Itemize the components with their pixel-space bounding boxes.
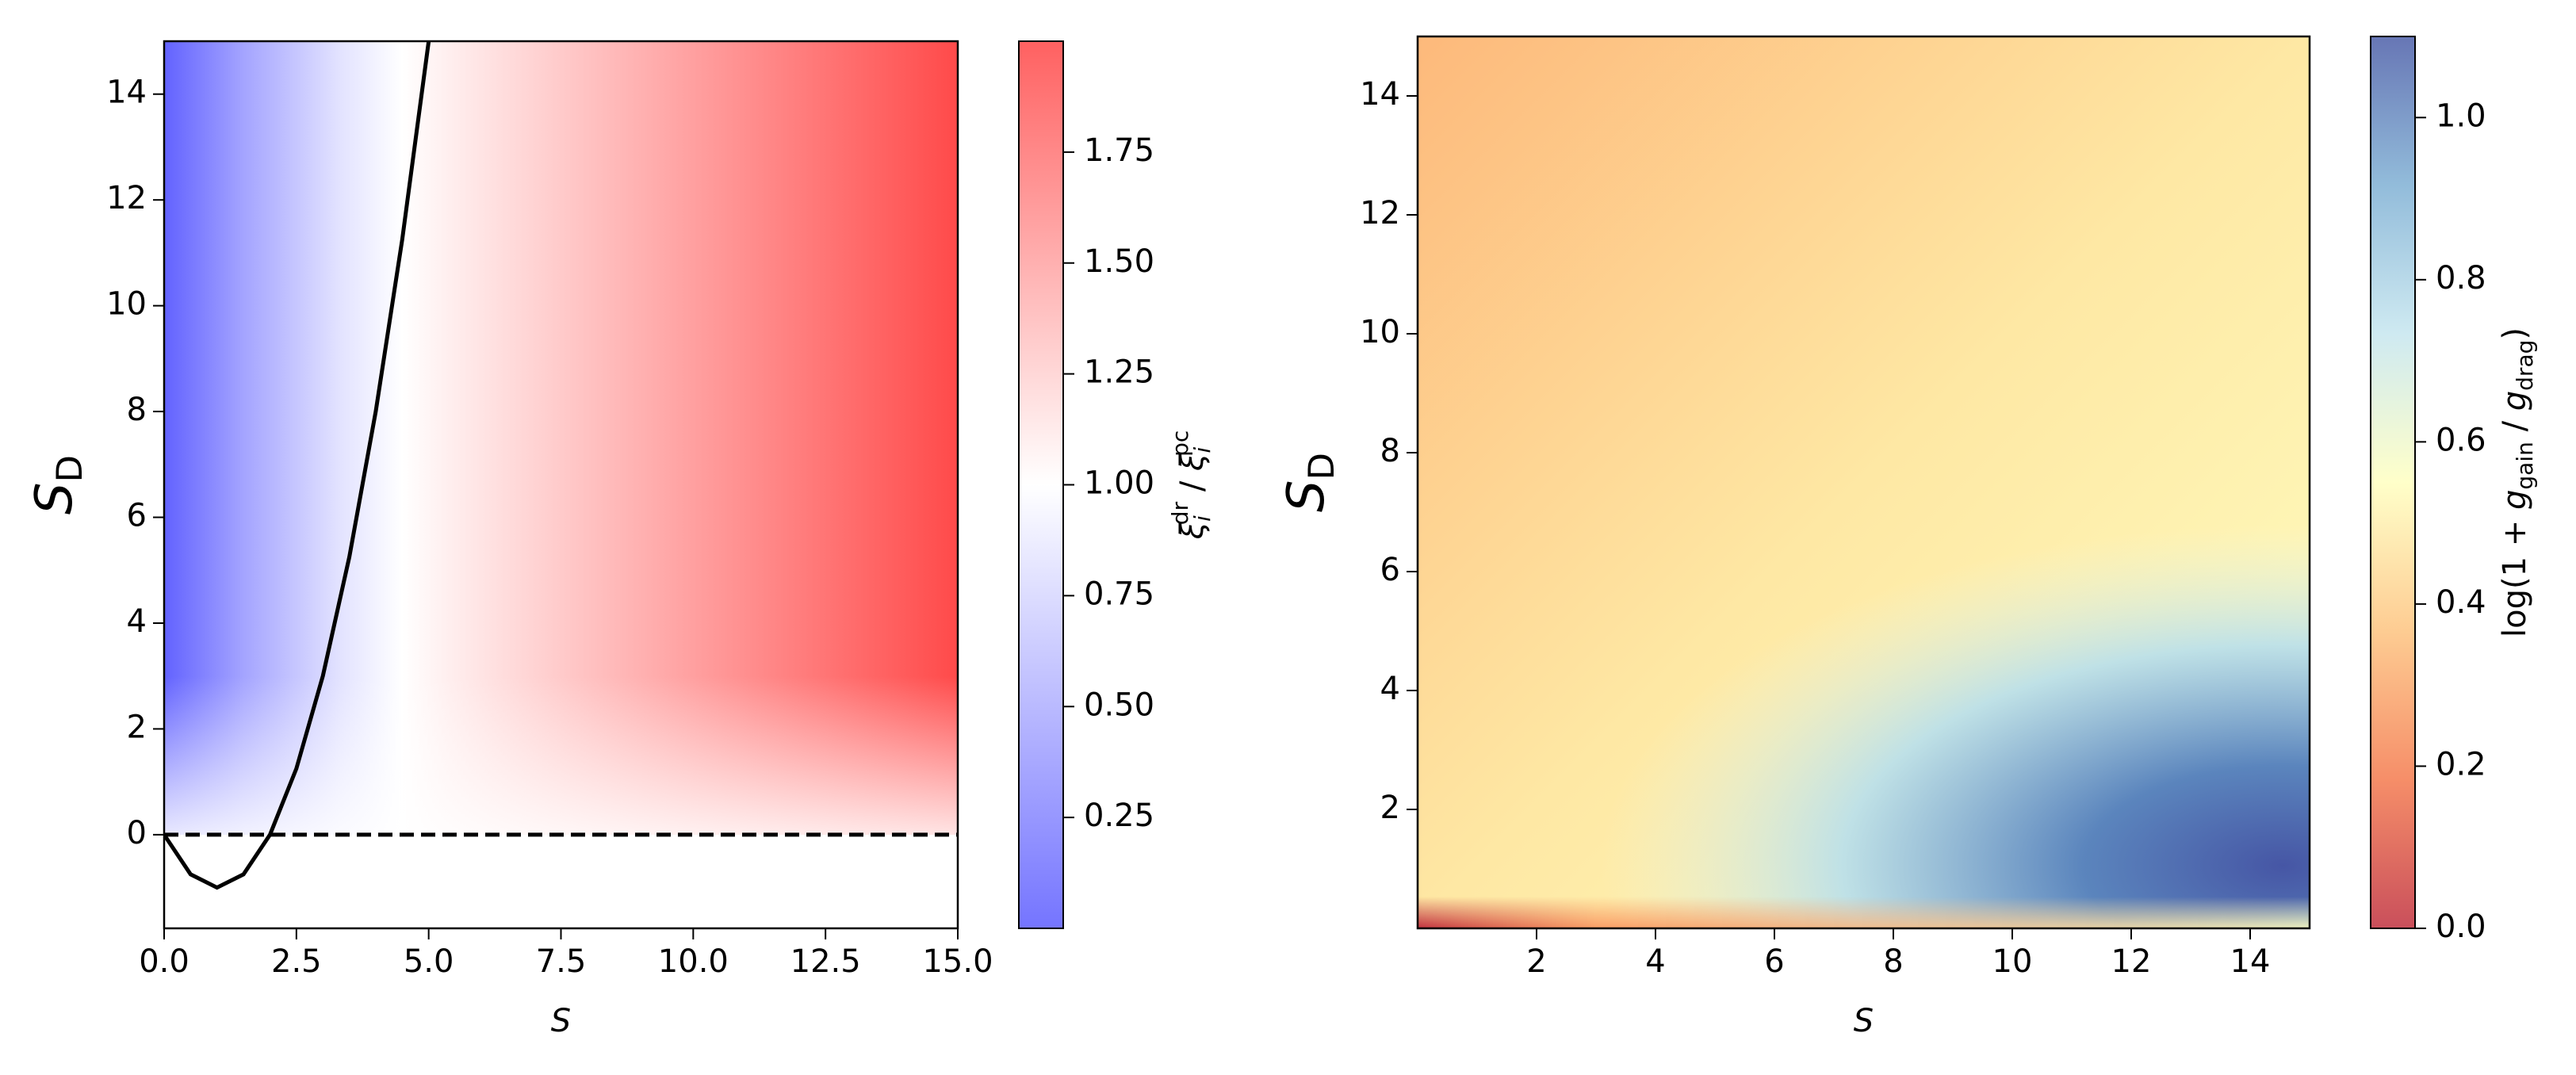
label-part: drag	[2512, 340, 2538, 391]
x-tick-label: 10.0	[658, 943, 729, 980]
label-part: S	[1277, 480, 1336, 512]
colorbar-tick-label: 0.25	[1084, 798, 1154, 834]
label-part: S	[25, 482, 84, 515]
x-tick-label: 15.0	[922, 943, 993, 980]
x-tick-label: 2.5	[271, 943, 322, 980]
colorbar-tick-label: 1.50	[1084, 243, 1154, 280]
colorbar-tick-label: 1.25	[1084, 354, 1154, 391]
heatmap-field	[164, 36, 2310, 928]
label-part: pc	[1167, 430, 1193, 457]
y-tick-label: 8	[1380, 433, 1400, 469]
y-tick-label: 10	[106, 286, 147, 323]
label-part: )	[2497, 327, 2533, 340]
y-axis-label: SD	[25, 455, 91, 515]
colorbar	[2370, 36, 2416, 929]
colorbar-tick-label: 0.0	[2436, 909, 2486, 945]
x-tick-label: 0.0	[139, 943, 189, 980]
x-tick-label: 12.5	[790, 943, 861, 980]
label-part: dr	[1167, 501, 1193, 525]
label-part: D	[1300, 453, 1342, 480]
label-part: /	[2497, 411, 2533, 442]
y-tick-label: 8	[127, 392, 147, 428]
y-tick-label: 0	[127, 815, 147, 851]
y-tick-label: 2	[1380, 790, 1400, 826]
x-tick-label: 2	[1526, 943, 1546, 980]
x-tick-label: 5.0	[404, 943, 454, 980]
label-part: gain	[2512, 442, 2538, 489]
label-part: g	[2497, 391, 2533, 411]
colorbar	[1018, 40, 1064, 929]
x-axis-label: S	[1854, 1003, 1874, 1039]
y-tick-label: 12	[106, 180, 147, 216]
label-part: /	[1174, 471, 1211, 502]
colorbar-tick-label: 0.2	[2436, 746, 2486, 782]
x-axis-label: S	[551, 1003, 571, 1039]
colorbar-tick-label: 0.6	[2436, 422, 2486, 458]
y-tick-label: 12	[1360, 195, 1400, 231]
x-tick-label: 6	[1764, 943, 1784, 980]
x-tick-label: 12	[2111, 943, 2152, 980]
line	[164, 41, 431, 890]
label-part: i	[1189, 447, 1215, 453]
y-tick-label: 6	[127, 498, 147, 534]
colorbar-label: ξidr / ξipc	[1167, 430, 1215, 541]
x-tick-label: 4	[1645, 943, 1665, 980]
y-axis-label: SD	[1277, 453, 1343, 512]
label-part: g	[2497, 490, 2533, 510]
colorbar-tick-label: 0.75	[1084, 576, 1154, 612]
y-tick-label: 14	[1360, 76, 1400, 113]
label-part: ξ	[1174, 521, 1211, 540]
label-part: D	[48, 455, 90, 483]
colorbar-tick-label: 0.8	[2436, 260, 2486, 296]
y-tick-label: 4	[127, 603, 147, 640]
y-tick-label: 14	[106, 75, 147, 111]
x-tick-label: 8	[1883, 943, 1903, 980]
label-part: ξ	[1174, 453, 1211, 472]
label-part: log(1 +	[2497, 510, 2533, 637]
y-tick-label: 4	[1380, 671, 1400, 707]
colorbar-label: log(1 + ggain / gdrag)	[2497, 327, 2538, 637]
colorbar-tick-label: 1.75	[1084, 132, 1154, 169]
y-tick-label: 6	[1380, 552, 1400, 588]
x-tick-label: 14	[2230, 943, 2271, 980]
y-tick-label: 2	[127, 709, 147, 745]
colorbar-tick-label: 1.0	[2436, 98, 2486, 134]
colorbar-tick-label: 0.4	[2436, 584, 2486, 621]
colorbar-tick-label: 0.50	[1084, 687, 1154, 723]
x-tick-label: 10	[1992, 943, 2033, 980]
axes-frame	[1416, 35, 2311, 930]
y-tick-label: 10	[1360, 314, 1400, 350]
x-tick-label: 7.5	[536, 943, 587, 980]
colorbar-tick-label: 1.00	[1084, 465, 1154, 502]
label-part: i	[1189, 515, 1215, 522]
